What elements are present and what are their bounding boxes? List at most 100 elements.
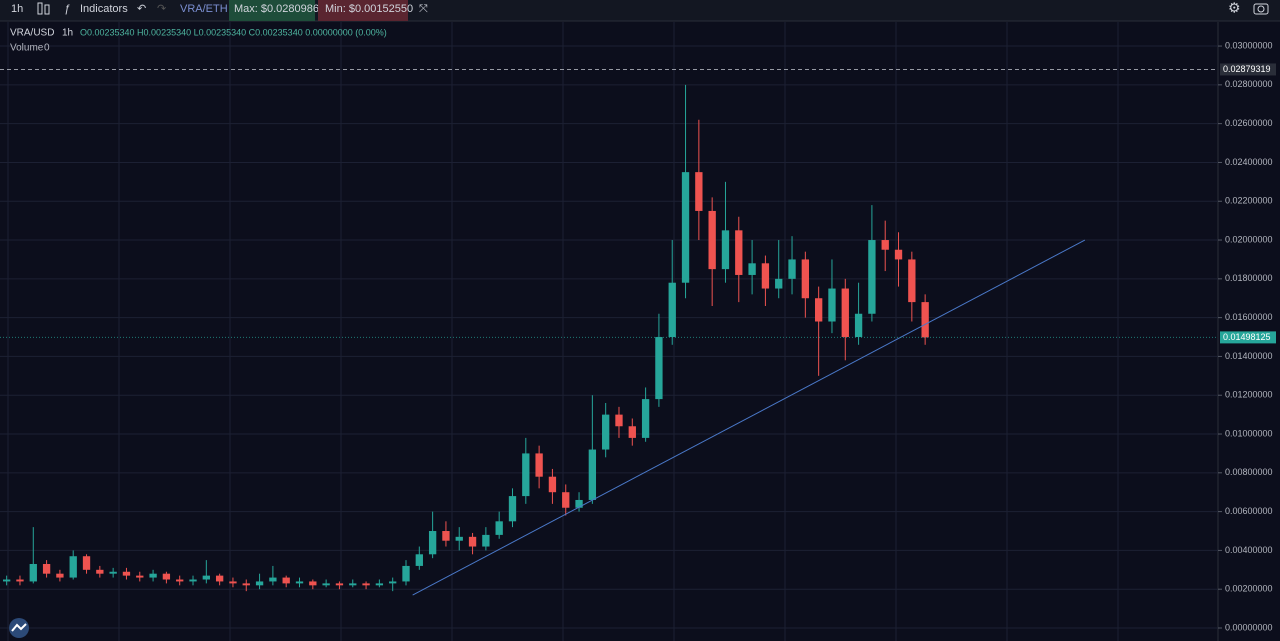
indicators-button[interactable]: Indicators xyxy=(80,3,128,15)
y-tick-label: 0.00000000 xyxy=(1225,622,1273,632)
y-tick-label: 0.02000000 xyxy=(1225,234,1273,244)
candle-body xyxy=(269,577,277,582)
symbol: VRA/USD xyxy=(10,28,54,39)
price-badge xyxy=(1220,63,1276,76)
candle-body xyxy=(775,278,783,289)
candle-body xyxy=(562,492,570,508)
candle-body xyxy=(801,259,810,299)
candle-type-icon[interactable] xyxy=(37,2,50,15)
candle-body xyxy=(322,583,330,586)
candle-body xyxy=(389,581,397,584)
candle-body xyxy=(295,581,304,584)
candle-body xyxy=(615,414,623,427)
y-tick-label: 0.00400000 xyxy=(1225,545,1273,555)
candle-body xyxy=(362,583,370,586)
compare-button[interactable]: VRA/ETH xyxy=(180,3,228,15)
candle-body xyxy=(176,579,184,582)
candle-body xyxy=(16,579,24,582)
screenshot-button[interactable] xyxy=(1253,3,1269,15)
y-tick-label: 0.02400000 xyxy=(1225,157,1273,167)
y-tick-label: 0.02800000 xyxy=(1225,79,1273,89)
candle-body xyxy=(668,282,676,338)
legend-interval: 1h xyxy=(62,28,73,39)
candle-body xyxy=(508,496,517,522)
candle-body xyxy=(908,259,916,303)
candle-body xyxy=(548,476,557,493)
y-tick-label: 0.01600000 xyxy=(1225,312,1273,322)
y-tick-label: 0.00800000 xyxy=(1225,467,1273,477)
candle-body xyxy=(575,499,583,508)
candle-body xyxy=(894,249,903,260)
candle-body xyxy=(2,579,11,582)
candle-body xyxy=(375,583,384,586)
redo-button: ↷ xyxy=(157,3,166,15)
candle-body xyxy=(828,288,836,322)
candle-body xyxy=(602,414,610,450)
price-label: 0.02879319 xyxy=(1223,64,1271,74)
candle-body xyxy=(881,240,889,250)
candle-body xyxy=(229,581,237,584)
y-tick-label: 0.01400000 xyxy=(1225,351,1273,361)
ohlc-values: O0.00235340 H0.00235340 L0.00235340 C0.0… xyxy=(80,27,387,37)
candle-body xyxy=(96,569,104,574)
candle-body xyxy=(202,575,210,580)
fullscreen-button[interactable]: ⤧ xyxy=(419,3,428,15)
candle-body xyxy=(415,554,423,566)
y-tick-label: 0.01200000 xyxy=(1225,390,1273,400)
candle-body xyxy=(255,581,264,586)
candle-body xyxy=(854,313,863,338)
candle-body xyxy=(349,583,357,586)
y-tick-label: 0.01000000 xyxy=(1225,428,1273,438)
candle-body xyxy=(122,571,131,576)
candle-body xyxy=(708,210,716,270)
y-tick-label: 0.00200000 xyxy=(1225,584,1273,594)
candle-body xyxy=(588,449,597,500)
min-badge xyxy=(318,0,408,21)
max-label: Max: $0.02809862 xyxy=(234,3,325,15)
candle-body xyxy=(761,263,770,289)
candle-body xyxy=(468,536,477,547)
candle-body xyxy=(495,521,503,535)
candle-body xyxy=(735,230,743,275)
candle-body xyxy=(482,534,490,547)
candle-body xyxy=(655,337,663,400)
candle-body xyxy=(149,573,157,578)
candle-body xyxy=(721,230,730,270)
settings-button[interactable]: ⚙ xyxy=(1228,0,1241,16)
candle-body xyxy=(402,565,410,582)
plot: 0.00000000 0.00200000 0.00400000 0.00600000… xyxy=(0,22,1280,641)
candle-body xyxy=(921,302,929,338)
y-tick-label: 0.02200000 xyxy=(1225,196,1273,206)
candle-body xyxy=(242,583,250,586)
y-tick-label: 0.01800000 xyxy=(1225,273,1273,283)
candle-body xyxy=(335,583,344,586)
candle-body xyxy=(42,563,51,574)
volume-label: Volume xyxy=(10,43,44,54)
candle-body xyxy=(841,288,849,338)
candle-body xyxy=(522,453,530,497)
candle-body xyxy=(136,575,144,578)
candle-body xyxy=(681,172,690,283)
max-badge xyxy=(229,0,315,21)
candle-body xyxy=(814,298,823,322)
logo[interactable] xyxy=(9,618,29,638)
candle-body xyxy=(189,579,197,582)
candle-body xyxy=(82,556,91,570)
candle-body xyxy=(641,399,650,438)
candle-body xyxy=(215,575,224,582)
y-tick-label: 0.00600000 xyxy=(1225,506,1273,516)
candle-body xyxy=(788,259,796,279)
price-label: 0.01498125 xyxy=(1223,332,1271,342)
indicators-icon[interactable]: ƒ xyxy=(64,3,70,15)
candle-body xyxy=(109,571,117,574)
candle-body xyxy=(868,240,876,314)
undo-button[interactable]: ↶ xyxy=(137,3,146,15)
candle-body xyxy=(695,172,703,211)
candle-body xyxy=(29,563,37,582)
interval-button[interactable]: 1h xyxy=(11,3,23,15)
candle-body xyxy=(69,556,77,578)
y-tick-label: 0.02600000 xyxy=(1225,118,1273,128)
